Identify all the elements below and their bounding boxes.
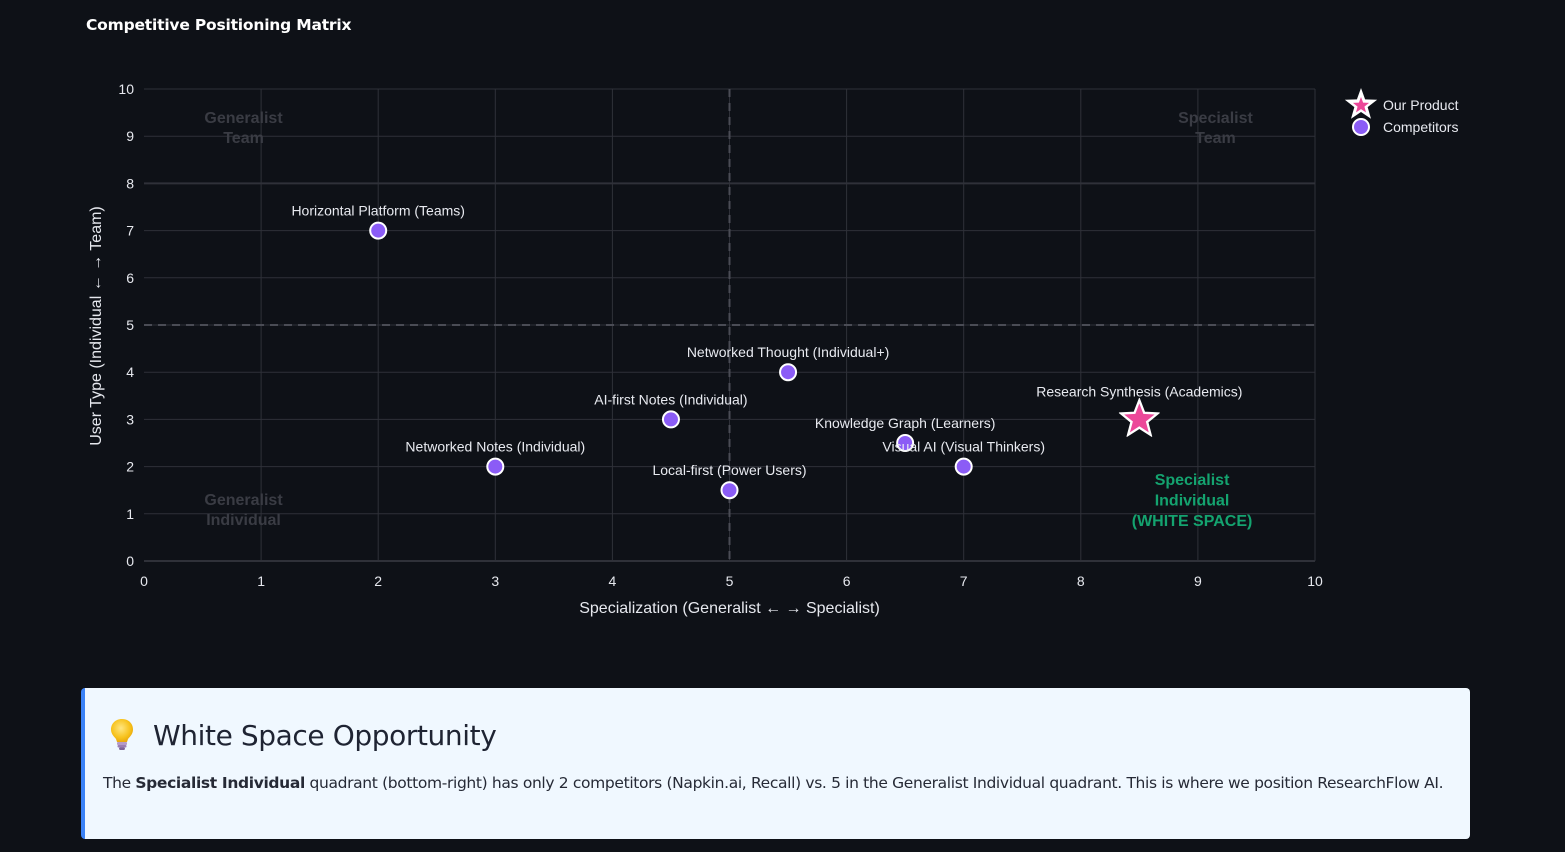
x-tick-label: 2: [374, 573, 382, 589]
x-tick-label: 4: [609, 573, 617, 589]
legend-item-competitors[interactable]: Competitors: [1352, 118, 1458, 136]
x-tick-label: 0: [140, 573, 148, 589]
x-tick-label: 8: [1077, 573, 1085, 589]
y-tick-label: 9: [126, 128, 134, 144]
y-tick-label: 6: [126, 270, 134, 286]
legend-label-competitors: Competitors: [1383, 119, 1458, 135]
white-space-label: (WHITE SPACE): [1132, 513, 1253, 530]
data-points: Horizontal Platform (Teams) Networked Tho…: [291, 203, 1242, 500]
quadrant-label: Generalist: [204, 110, 283, 127]
circle-icon: [1352, 118, 1370, 136]
competitor-point: [779, 363, 798, 382]
point-label: Horizontal Platform (Teams): [291, 203, 465, 219]
white-space-label: Individual: [1155, 493, 1230, 510]
legend-item-our-product[interactable]: Our Product: [1344, 88, 1459, 119]
point-label: Networked Thought (Individual+): [687, 344, 889, 360]
legend-label-our-product: Our Product: [1383, 97, 1459, 113]
y-tick-label: 2: [126, 459, 134, 475]
y-tick-label: 10: [118, 81, 134, 97]
quadrant-label: Individual: [206, 512, 281, 529]
our-product-star-marker: [1124, 403, 1155, 433]
competitor-point: [954, 457, 973, 476]
y-tick-label: 7: [126, 223, 134, 239]
x-tick-label: 10: [1307, 573, 1323, 589]
competitor-point: [486, 457, 505, 476]
x-tick-label: 1: [257, 573, 265, 589]
x-tick-label: 9: [1194, 573, 1202, 589]
point-label: Local-first (Power Users): [652, 462, 806, 478]
y-tick-label: 3: [126, 411, 134, 427]
quadrant-labels: Generalist Team Specialist Team Generalist In…: [204, 110, 1253, 530]
y-tick-label: 5: [126, 317, 134, 333]
x-tick-label: 3: [491, 573, 499, 589]
competitor-point: [896, 434, 915, 452]
point-label: Visual AI (Visual Thinkers): [882, 439, 1045, 455]
lightbulb-icon: [109, 718, 135, 752]
point-label: AI-first Notes (Individual): [594, 391, 747, 407]
white-space-label: Specialist: [1155, 472, 1230, 489]
x-tick-label: 7: [960, 573, 968, 589]
callout-heading: White Space Opportunity: [109, 718, 1452, 752]
legend: Our Product Competitors: [1344, 88, 1459, 136]
x-axis-title: Specialization (Generalist ← → Specialis…: [579, 600, 880, 617]
y-axis-title: User Type (Individual ← → Team): [88, 206, 105, 446]
competitor-point: [661, 410, 680, 429]
x-tick-label: 6: [843, 573, 851, 589]
callout-title: White Space Opportunity: [153, 718, 497, 752]
callout-body: The Specialist Individual quadrant (bott…: [103, 774, 1452, 792]
callout-body-suffix: quadrant (bottom-right) has only 2 compe…: [304, 774, 1444, 792]
point-label: Research Synthesis (Academics): [1036, 383, 1242, 399]
chart-title: Competitive Positioning Matrix: [86, 16, 352, 34]
quadrant-label: Team: [1195, 130, 1236, 147]
y-tick-label: 0: [126, 553, 134, 569]
competitor-point: [720, 481, 739, 500]
quadrant-label: Generalist: [204, 492, 283, 509]
white-space-callout: White Space Opportunity The Specialist I…: [81, 688, 1470, 839]
point-label: Knowledge Graph (Learners): [815, 415, 996, 431]
point-label: Networked Notes (Individual): [405, 439, 585, 455]
callout-body-prefix: The: [103, 774, 136, 792]
y-tick-label: 1: [126, 506, 134, 522]
quadrant-label: Specialist: [1178, 110, 1253, 127]
star-inner-icon: [1352, 97, 1370, 113]
x-tick-label: 5: [726, 573, 734, 589]
axis-ticks: 0 1 2 3 4 5 6 7 8 9 10 0 1 2 3 4 5 6 7 8 9 10: [118, 81, 1323, 589]
quadrant-label: Team: [223, 130, 264, 147]
callout-body-bold: Specialist Individual: [135, 774, 305, 792]
positioning-matrix-chart: Generalist Team Specialist Team Generalist In…: [88, 81, 1459, 617]
competitor-point: [369, 221, 388, 240]
y-tick-label: 8: [126, 175, 134, 191]
y-tick-label: 4: [126, 364, 134, 380]
